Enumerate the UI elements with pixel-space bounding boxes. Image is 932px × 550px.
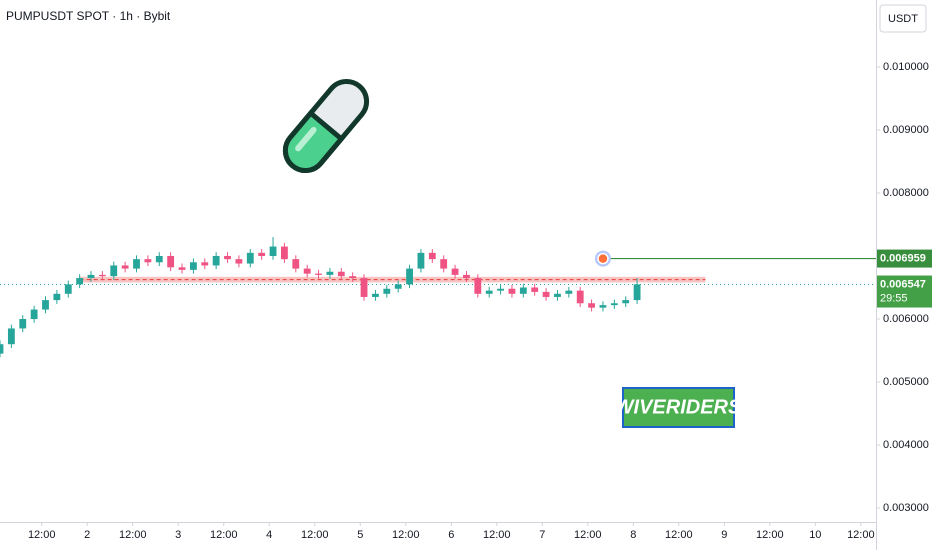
x-tick-label: 6: [448, 529, 454, 541]
target-marker-inner: [597, 252, 609, 265]
candle-body: [497, 288, 504, 291]
candle-body: [121, 265, 129, 269]
candle-body: [303, 268, 311, 274]
candle-body: [42, 300, 49, 310]
y-tick-label: 0.008000: [883, 187, 929, 199]
candle-body: [167, 255, 175, 268]
x-tick-label: 5: [357, 529, 363, 541]
x-tick-label: 12:00: [210, 529, 238, 541]
y-tick-label: 0.003000: [883, 502, 929, 514]
candle-body: [485, 290, 493, 294]
pill-icon: [282, 78, 370, 174]
candle-body: [0, 344, 4, 354]
x-tick-label: 9: [721, 529, 727, 541]
candle-body: [417, 252, 425, 269]
candle-body: [144, 259, 152, 263]
candle-body: [269, 246, 277, 256]
target-price-box: [877, 249, 932, 268]
watermark-logo: WIVERIDERS: [615, 387, 742, 428]
watermark-text: WIVERIDERS: [615, 396, 742, 418]
candle-body: [372, 293, 379, 297]
candle-body: [633, 284, 641, 301]
candle-body: [7, 328, 15, 345]
candle-body: [201, 262, 209, 266]
candle-body: [599, 305, 607, 308]
candle-body: [235, 259, 243, 264]
candle-body: [337, 271, 345, 277]
candle-body: [53, 293, 61, 301]
candle-body: [110, 265, 118, 277]
candle-body: [224, 255, 231, 260]
candle-body: [178, 267, 186, 270]
candle-body: [155, 255, 163, 263]
candle-body: [258, 252, 266, 256]
candle-body: [360, 278, 368, 297]
x-tick-label: 4: [266, 529, 272, 541]
x-tick-label: 12:00: [574, 529, 602, 541]
x-tick-label: 12:00: [665, 529, 693, 541]
candle-body: [531, 287, 539, 292]
target-price-label: 0.006959: [880, 252, 926, 264]
y-tick-label: 0.006000: [883, 313, 929, 325]
y-tick-label: 0.009000: [883, 124, 929, 136]
currency-label[interactable]: USDT: [888, 13, 918, 25]
x-tick-label: 12:00: [756, 529, 784, 541]
candle-body: [315, 273, 322, 275]
candle-body: [622, 300, 630, 304]
candle-body: [349, 276, 357, 279]
candle-body: [554, 293, 561, 297]
currency-box[interactable]: [879, 4, 927, 33]
candle-body: [76, 278, 84, 285]
candle-body: [610, 303, 618, 306]
x-tick-label: 12:00: [392, 529, 420, 541]
candle-body: [588, 303, 595, 308]
candle-body: [474, 278, 482, 294]
candle-body: [463, 274, 470, 279]
candle-body: [394, 284, 402, 289]
candle-body: [19, 318, 27, 329]
candle-body: [292, 259, 300, 269]
candle-body: [383, 288, 391, 294]
x-tick-label: 10: [809, 529, 821, 541]
candle-body: [508, 288, 516, 294]
x-tick-label: 12:00: [301, 529, 329, 541]
y-tick-label: 0.010000: [883, 61, 929, 73]
x-tick-label: 12:00: [847, 529, 875, 541]
candle-body: [428, 252, 436, 260]
x-tick-label: 7: [539, 529, 545, 541]
candle-body: [406, 268, 413, 285]
candle-body: [98, 274, 106, 277]
candle-body: [133, 259, 140, 269]
candle-body: [440, 259, 448, 269]
candle-body: [326, 271, 334, 275]
y-tick-label: 0.004000: [883, 439, 929, 451]
candle-body: [246, 252, 254, 264]
x-tick-label: 12:00: [119, 529, 147, 541]
candle-body: [87, 274, 95, 279]
chart-title: PUMPUSDT SPOT · 1h · Bybit: [6, 9, 171, 23]
x-tick-label: 8: [630, 529, 636, 541]
candle-body: [64, 284, 72, 294]
x-tick-label: 2: [84, 529, 90, 541]
candle-body: [565, 290, 573, 294]
last-price-label: 0.006547: [880, 278, 926, 290]
x-tick-label: 3: [175, 529, 181, 541]
resistance-zone: [79, 276, 706, 283]
last-price-box: [877, 275, 932, 308]
candle-body: [281, 246, 288, 260]
y-tick-label: 0.005000: [883, 376, 929, 388]
candle-body: [519, 287, 527, 294]
candle-body: [30, 309, 38, 319]
countdown-label: 29:55: [880, 292, 908, 304]
candle-body: [451, 268, 459, 275]
candle-body: [189, 262, 197, 270]
candle-body: [212, 255, 220, 266]
candle-body: [542, 291, 550, 297]
candle-body: [576, 290, 584, 304]
x-tick-label: 12:00: [483, 529, 511, 541]
x-tick-label: 12:00: [28, 529, 56, 541]
